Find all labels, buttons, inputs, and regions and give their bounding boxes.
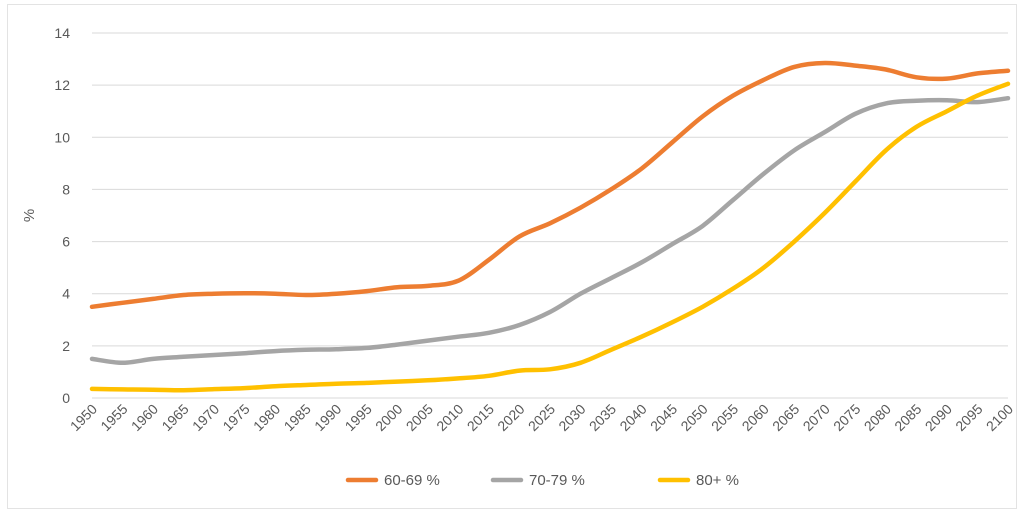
x-tick-label: 2030 — [555, 401, 588, 434]
x-tick-label: 2080 — [861, 401, 894, 434]
x-tick-label: 1995 — [342, 401, 375, 434]
x-tick-label: 1980 — [250, 401, 283, 434]
y-tick-label: 6 — [62, 234, 70, 250]
x-tick-label: 1965 — [158, 401, 191, 434]
x-tick-label: 2040 — [616, 401, 649, 434]
series-line-1 — [89, 60, 1011, 310]
y-axis-label: % — [21, 209, 38, 222]
y-tick-label: 2 — [62, 338, 70, 354]
x-tick-label: 2050 — [677, 401, 710, 434]
series-lines — [89, 60, 1011, 393]
x-tick-label: 2095 — [952, 401, 985, 434]
y-tick-label: 14 — [54, 25, 70, 41]
y-axis: 0 2 4 6 8 10 12 14 — [54, 25, 70, 406]
series-line-2 — [89, 95, 1011, 366]
x-tick-label: 1950 — [67, 401, 100, 434]
gridlines — [92, 32, 1008, 399]
legend-label-1: 60-69 % — [384, 472, 440, 489]
x-tick-label: 2025 — [525, 401, 558, 434]
x-axis: 1950195519601965197019751980198519901995… — [67, 401, 1016, 434]
x-tick-label: 1970 — [189, 401, 222, 434]
legend-label-3: 80+ % — [696, 472, 739, 489]
y-tick-label: 10 — [54, 129, 70, 145]
x-tick-label: 2000 — [372, 401, 405, 434]
x-tick-label: 2090 — [922, 401, 955, 434]
x-tick-label: 2055 — [708, 401, 741, 434]
x-tick-label: 2010 — [433, 401, 466, 434]
chart-frame: 0 2 4 6 8 10 12 14% 1950 1955 1960 1965 1970 1975 1980… — [7, 4, 1017, 509]
x-tick-label: 2020 — [494, 401, 527, 434]
x-tick-label: 1975 — [219, 401, 252, 434]
x-tick-label: 2100 — [983, 401, 1016, 434]
series-line-3 — [89, 81, 1011, 393]
x-tick-label: 1990 — [311, 401, 344, 434]
line-chart: 0 2 4 6 8 10 12 14% 1950195519601965197019751980… — [21, 25, 1016, 489]
y-tick-label: 12 — [54, 77, 70, 93]
x-tick-label: 2075 — [830, 401, 863, 434]
y-tick-label: 0 — [62, 390, 70, 406]
x-tick-label: 2070 — [800, 401, 833, 434]
y-tick-label: 4 — [62, 286, 70, 302]
x-tick-label: 2060 — [739, 401, 772, 434]
x-tick-label: 1960 — [128, 401, 161, 434]
x-tick-label: 2005 — [403, 401, 436, 434]
x-tick-label: 1985 — [281, 401, 314, 434]
x-tick-label: 2085 — [891, 401, 924, 434]
x-tick-label: 1955 — [97, 401, 130, 434]
x-tick-label: 2015 — [464, 401, 497, 434]
legend-label-2: 70-79 % — [529, 472, 585, 489]
x-tick-label: 2065 — [769, 401, 802, 434]
x-tick-label: 2035 — [586, 401, 619, 434]
x-tick-label: 2045 — [647, 401, 680, 434]
y-tick-label: 8 — [62, 181, 70, 197]
legend: 60-69 % 70-79 % 80+ % — [345, 472, 739, 489]
